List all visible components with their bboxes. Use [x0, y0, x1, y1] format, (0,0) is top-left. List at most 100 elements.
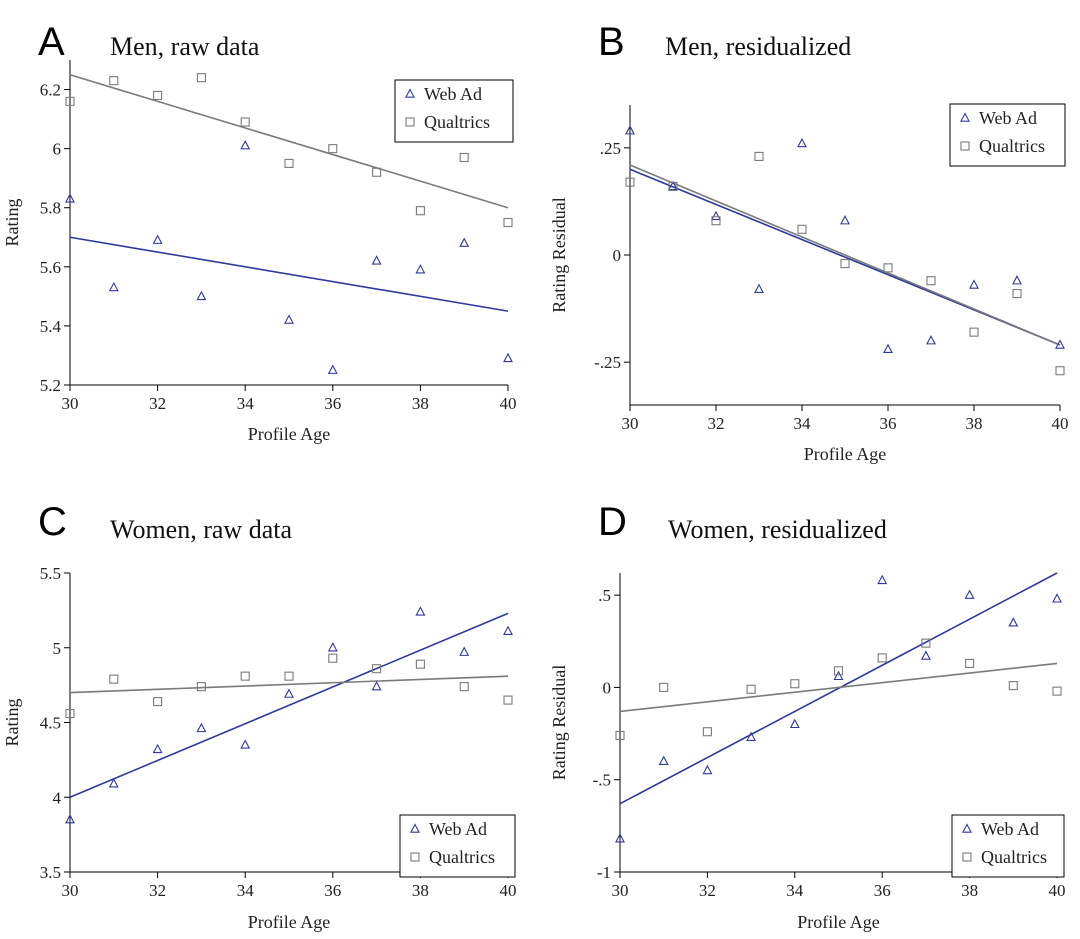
qualtrics-point — [153, 697, 163, 707]
qualtrics-point — [1012, 289, 1022, 299]
y-tick-label: -1 — [597, 863, 611, 882]
web-ad-point — [284, 314, 294, 324]
legend-label: Qualtrics — [424, 112, 490, 132]
web-ad-point — [1012, 275, 1022, 285]
web-ad-fit-line — [69, 236, 509, 312]
x-axis-label: Profile Age — [804, 444, 887, 464]
legend-marker-triangle — [960, 112, 970, 122]
y-tick-label: 4.5 — [40, 714, 61, 733]
web-ad-point — [840, 215, 850, 225]
legend-label: Web Ad — [429, 819, 487, 839]
legend-marker-triangle — [405, 88, 415, 98]
x-tick-label: 34 — [786, 881, 804, 900]
qualtrics-point — [109, 674, 119, 684]
qualtrics-point — [65, 708, 75, 719]
qualtrics-point — [711, 216, 721, 226]
y-axis-label: Rating — [2, 199, 22, 247]
y-axis-label: Rating Residual — [549, 197, 569, 313]
qualtrics-point — [196, 682, 206, 692]
legend-marker-triangle — [962, 823, 972, 833]
web-ad-point — [108, 778, 119, 788]
web-ad-point — [108, 281, 119, 292]
web-ad-point — [964, 589, 975, 599]
qualtrics-point — [109, 76, 119, 86]
qualtrics-point — [1052, 686, 1062, 696]
x-tick-label: 30 — [612, 881, 629, 900]
panel-title: Men, residualized — [665, 32, 851, 61]
y-tick-label: .25 — [600, 139, 621, 158]
qualtrics-point — [790, 679, 800, 689]
web-ad-point — [196, 722, 207, 733]
web-ad-point — [415, 264, 426, 274]
qualtrics-point — [328, 144, 338, 154]
panel-title: Women, residualized — [668, 515, 887, 544]
qualtrics-point — [284, 158, 294, 168]
x-tick-label: 32 — [149, 881, 166, 900]
y-tick-label: 5.6 — [40, 258, 61, 277]
x-tick-label: 32 — [149, 394, 166, 413]
x-tick-label: 30 — [62, 881, 79, 900]
legend: Web Ad Qualtrics — [399, 814, 516, 878]
y-tick-label: 3.5 — [40, 863, 61, 882]
web-ad-point — [883, 343, 893, 353]
panel-d: D Women, residualized 30 32 34 36 38 40 -1 -.5 0 .5… — [549, 500, 1066, 932]
qualtrics-point — [415, 659, 425, 669]
legend-marker-square — [960, 141, 970, 151]
qualtrics-point — [372, 664, 382, 674]
web-ad-point — [152, 743, 163, 754]
x-tick-label: 40 — [500, 394, 517, 413]
web-ad-point — [65, 193, 75, 203]
web-ad-point — [920, 650, 931, 660]
web-ad-point — [240, 140, 251, 150]
y-tick-label: -.25 — [594, 353, 621, 372]
legend-marker-square — [405, 117, 415, 127]
x-tick-label: 36 — [874, 881, 891, 900]
web-ad-point — [327, 642, 338, 652]
qualtrics-point — [969, 327, 979, 337]
y-axis-label: Rating Residual — [549, 665, 569, 781]
qualtrics-point — [372, 167, 382, 177]
web-ad-point — [196, 290, 207, 301]
qualtrics-fit-line — [629, 164, 1061, 346]
y-tick-label: 5.4 — [40, 317, 62, 336]
legend: Web Ad Qualtrics — [949, 103, 1066, 167]
legend-box — [951, 814, 1065, 878]
x-tick-label: 30 — [622, 414, 639, 433]
web-ad-point — [459, 646, 470, 656]
y-tick-label: 0 — [603, 678, 612, 697]
qualtrics-point — [459, 152, 469, 163]
y-axis-label: Rating — [2, 699, 22, 747]
qualtrics-point — [965, 658, 975, 668]
y-tick-label: 4 — [53, 788, 62, 807]
web-ad-point — [1052, 593, 1062, 603]
web-ad-point — [1008, 617, 1019, 627]
web-ad-point — [415, 606, 426, 616]
qualtrics-fit-line — [619, 662, 1058, 713]
web-ad-point — [284, 688, 294, 698]
x-tick-label: 40 — [1052, 414, 1069, 433]
x-axis-label: Profile Age — [248, 424, 331, 444]
x-tick-label: 38 — [961, 881, 978, 900]
panel-letter: B — [598, 20, 625, 64]
qualtrics-point — [65, 96, 75, 106]
qualtrics-point — [615, 730, 625, 740]
web-ad-point — [503, 352, 513, 363]
legend-marker-triangle — [410, 823, 420, 833]
qualtrics-point — [240, 117, 250, 127]
legend-label: Web Ad — [981, 819, 1039, 839]
web-ad-point — [711, 210, 721, 221]
web-ad-fit-line — [619, 572, 1058, 805]
qualtrics-point — [926, 276, 936, 286]
qualtrics-point — [284, 671, 294, 681]
y-tick-label: 0 — [613, 246, 622, 265]
web-ad-point — [152, 234, 163, 244]
panel-title: Men, raw data — [110, 32, 260, 61]
legend-marker-square — [410, 852, 420, 862]
x-tick-label: 32 — [699, 881, 716, 900]
panel-letter: D — [598, 500, 627, 544]
y-tick-label: 5.2 — [40, 376, 61, 395]
qualtrics-point — [877, 653, 887, 663]
qualtrics-fit-line — [69, 74, 509, 209]
web-ad-point — [789, 718, 800, 729]
